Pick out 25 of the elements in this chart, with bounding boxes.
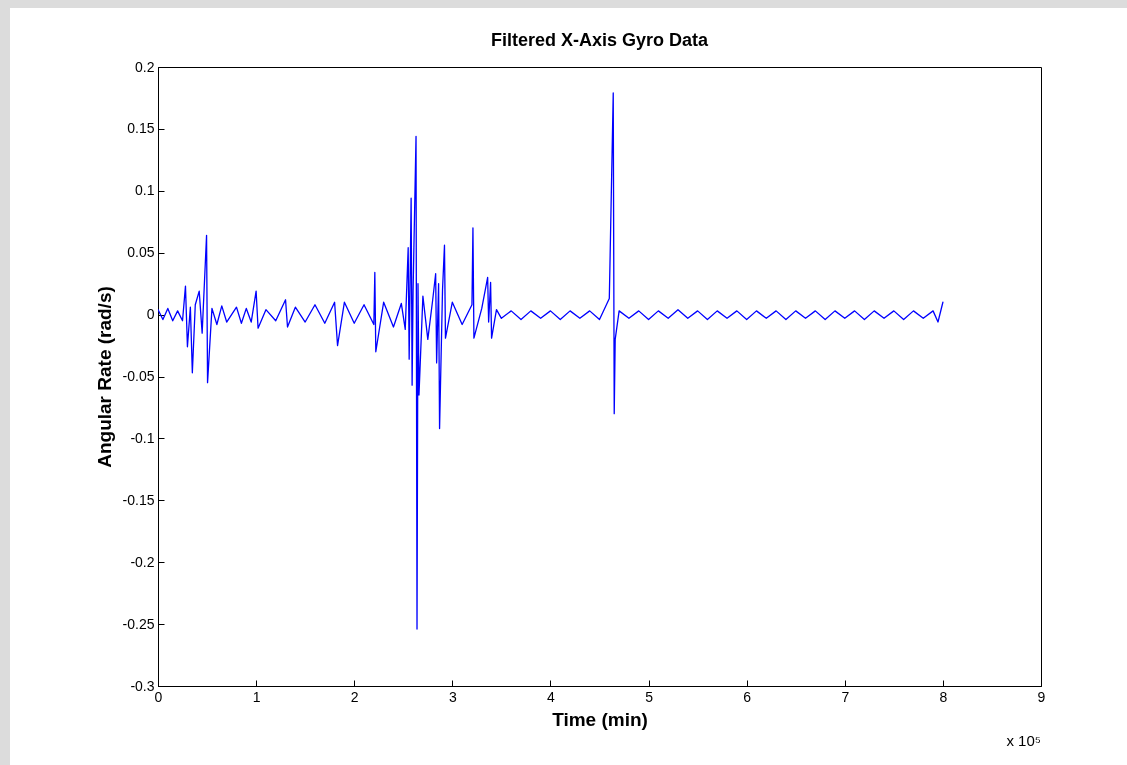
x-tick-label: 9 [1037, 688, 1046, 705]
line-series [158, 92, 944, 630]
y-axis-title: Angular Rate (rad/s) [93, 286, 115, 468]
text: x 10⁵ [1006, 732, 1041, 749]
y-tick-label: -0.15 [122, 491, 155, 508]
x-tick-label: 3 [448, 688, 457, 705]
y-tick-label: -0.3 [130, 677, 155, 694]
x-tick-label: 8 [939, 688, 948, 705]
x-tick-label: 1 [252, 688, 261, 705]
x-tick-label: 4 [547, 688, 556, 705]
x-axis-title: Time (min) [552, 708, 648, 730]
y-tick-label: 0.05 [127, 244, 155, 261]
x-tick-label: 2 [350, 688, 359, 705]
x-tick-label: 5 [645, 688, 654, 705]
y-tick-label: -0.1 [130, 429, 155, 446]
y-tick-label: -0.25 [122, 615, 155, 632]
y-tick-label: 0.2 [135, 58, 155, 75]
x-tick-label: 7 [841, 688, 850, 705]
chart-title: Filtered X-Axis Gyro Data [490, 30, 710, 50]
y-tick-label: 0.1 [135, 182, 155, 199]
y-tick-label: 0 [146, 306, 155, 323]
y-tick-label: 0.15 [127, 120, 155, 137]
x-tick-label: 6 [743, 688, 752, 705]
y-tick-label: -0.05 [122, 368, 155, 384]
y-tick-label: -0.2 [130, 553, 155, 570]
